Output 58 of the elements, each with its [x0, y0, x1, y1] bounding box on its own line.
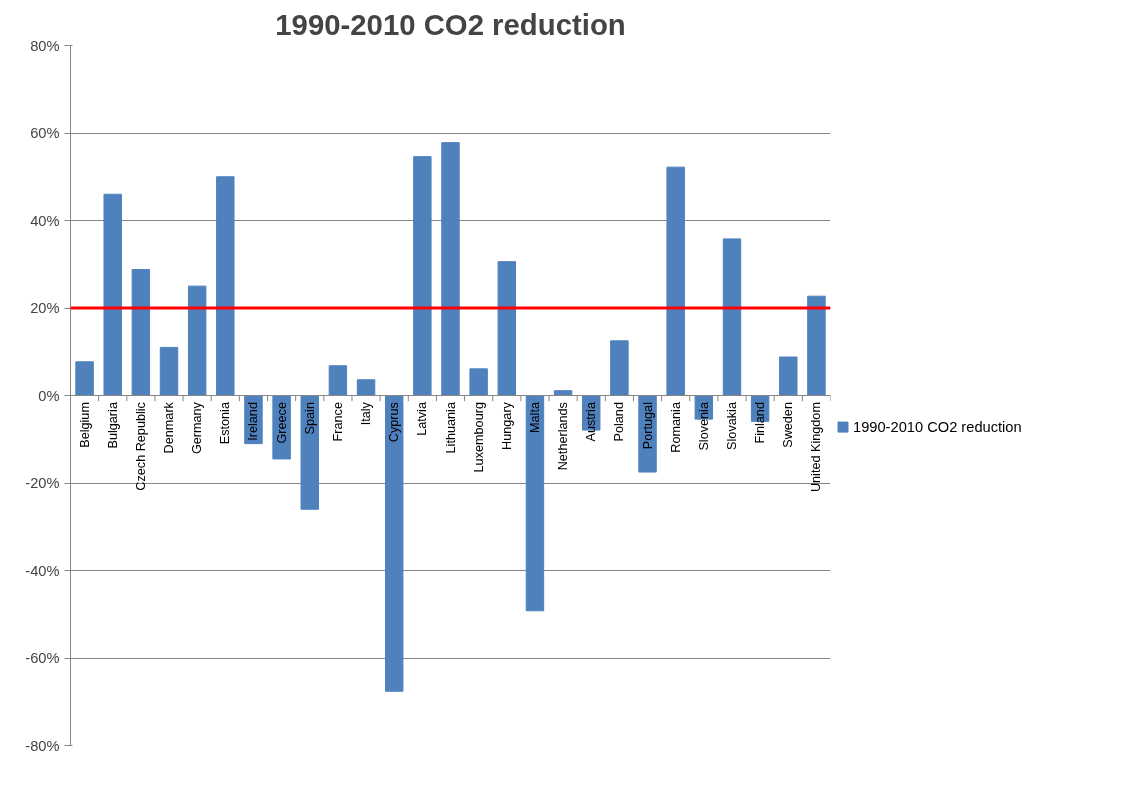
bar	[103, 193, 122, 396]
x-tick-label: Slovenia	[696, 401, 711, 451]
x-tick-label: United Kingdom	[809, 402, 824, 493]
bar	[525, 395, 545, 612]
x-tick-label: Romania	[668, 401, 683, 453]
y-tick-label: 80%	[30, 37, 60, 54]
chart-title: 1990-2010 CO2 reduction	[275, 7, 626, 41]
x-tick-label: Belgium	[77, 402, 92, 448]
x-tick-label: Hungary	[499, 401, 514, 450]
bar	[610, 340, 629, 396]
x-tick-label: Denmark	[162, 401, 177, 454]
bar	[722, 238, 742, 396]
x-tick-label: Italy	[359, 401, 374, 426]
bar	[75, 361, 94, 396]
bar	[300, 395, 319, 510]
bar	[216, 176, 235, 396]
bar	[807, 295, 826, 396]
x-tick-label: Latvia	[415, 401, 430, 436]
x-tick-label: Cyprus	[387, 402, 402, 443]
bar	[384, 395, 404, 692]
x-tick-label: Czech Republic	[133, 402, 148, 491]
x-tick-label: Spain	[302, 402, 317, 435]
y-tick-label: -20%	[25, 475, 60, 491]
y-tick-label: -60%	[25, 650, 60, 666]
x-tick-label: Slovakia	[724, 401, 739, 450]
bar	[441, 142, 460, 396]
x-tick-label: Finland	[753, 402, 768, 444]
legend-label: 1990-2010 CO2 reduction	[853, 419, 1022, 436]
bar	[779, 356, 798, 396]
bar	[131, 269, 151, 396]
y-tick-label: -80%	[25, 737, 60, 754]
bar	[469, 368, 488, 396]
y-tick-label: 40%	[30, 212, 60, 229]
x-tick-label: Netherlands	[556, 402, 571, 471]
y-tick-label: -40%	[25, 562, 60, 579]
bar	[666, 166, 685, 396]
x-tick-label: Ireland	[246, 402, 261, 441]
x-tick-label: Sweden	[781, 402, 796, 448]
y-tick-label: 60%	[30, 125, 60, 141]
x-tick-label: Estonia	[218, 401, 233, 445]
bar	[413, 156, 432, 396]
x-tick-label: Poland	[612, 402, 627, 442]
y-tick-label: 0%	[38, 387, 60, 404]
bar	[159, 346, 179, 396]
x-tick-label: Luxembourg	[471, 402, 486, 473]
bar	[187, 285, 207, 396]
bar	[497, 261, 517, 396]
x-tick-label: Greece	[274, 402, 289, 444]
x-tick-label: Malta	[527, 401, 542, 434]
x-tick-label: Portugal	[640, 402, 655, 450]
x-tick-label: Austria	[584, 401, 599, 442]
bar	[356, 379, 376, 396]
x-tick-label: France	[330, 402, 345, 442]
bar	[328, 365, 348, 396]
x-tick-label: Germany	[190, 401, 205, 455]
y-tick-label: 20%	[30, 300, 60, 316]
x-tick-label: Bulgaria	[105, 401, 120, 449]
x-tick-label: Lithuania	[443, 401, 458, 454]
